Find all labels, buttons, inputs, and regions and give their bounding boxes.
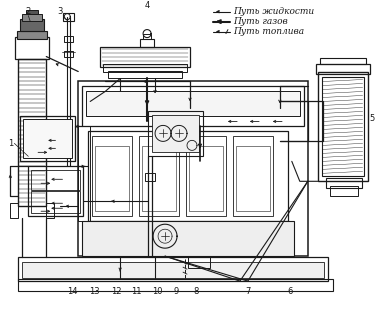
Text: Путь топлива: Путь топлива xyxy=(233,27,304,36)
Text: 14: 14 xyxy=(67,287,78,296)
Bar xyxy=(10,203,18,218)
Text: 13: 13 xyxy=(89,287,99,296)
Text: 7: 7 xyxy=(245,287,251,296)
Text: 3: 3 xyxy=(58,7,63,16)
Bar xyxy=(308,101,323,141)
Bar xyxy=(143,34,151,39)
Bar xyxy=(148,112,203,156)
Bar xyxy=(92,136,132,216)
Text: 1: 1 xyxy=(8,139,13,148)
Text: 8: 8 xyxy=(193,287,199,296)
Bar xyxy=(28,166,83,216)
Bar xyxy=(326,178,362,188)
Bar xyxy=(64,50,73,56)
Text: 10: 10 xyxy=(152,287,162,296)
Bar xyxy=(31,170,80,190)
Text: 12: 12 xyxy=(111,287,121,296)
Bar xyxy=(186,136,226,216)
Bar xyxy=(100,47,190,67)
Text: 9: 9 xyxy=(173,287,179,296)
Bar xyxy=(18,58,46,206)
Bar xyxy=(145,173,155,181)
Bar xyxy=(63,13,74,20)
Text: 6: 6 xyxy=(287,287,293,296)
Bar xyxy=(139,136,179,216)
Bar xyxy=(103,64,187,72)
Bar xyxy=(322,77,364,176)
Text: 11: 11 xyxy=(131,287,141,296)
Bar xyxy=(82,221,294,256)
Bar xyxy=(78,126,90,221)
Bar xyxy=(86,91,300,117)
Text: Путь газов: Путь газов xyxy=(233,17,288,26)
Bar xyxy=(22,262,324,278)
Bar xyxy=(31,191,80,213)
Bar xyxy=(78,82,308,256)
Bar xyxy=(15,37,49,58)
Bar xyxy=(26,10,38,14)
Bar xyxy=(152,116,199,152)
Bar xyxy=(88,131,288,221)
Bar xyxy=(330,186,358,196)
Bar xyxy=(20,18,44,31)
Bar xyxy=(188,256,210,268)
Bar xyxy=(82,86,304,126)
Bar xyxy=(140,39,154,47)
Bar xyxy=(320,57,366,64)
Text: Путь жидкости: Путь жидкости xyxy=(233,7,314,16)
Text: 4: 4 xyxy=(144,1,150,10)
Bar xyxy=(142,146,176,211)
Bar xyxy=(318,72,367,181)
Bar xyxy=(46,203,54,218)
Bar xyxy=(20,117,75,161)
Bar xyxy=(23,119,72,158)
Bar xyxy=(236,146,270,211)
Text: 2: 2 xyxy=(26,7,31,16)
Bar xyxy=(22,14,42,20)
Text: 5: 5 xyxy=(369,114,374,123)
Bar xyxy=(17,31,47,39)
Bar xyxy=(316,64,370,74)
Bar xyxy=(18,257,328,281)
Bar xyxy=(108,71,182,79)
Bar xyxy=(233,136,273,216)
Bar xyxy=(189,146,223,211)
Bar xyxy=(18,279,333,291)
Bar xyxy=(95,146,129,211)
Bar xyxy=(64,36,73,42)
